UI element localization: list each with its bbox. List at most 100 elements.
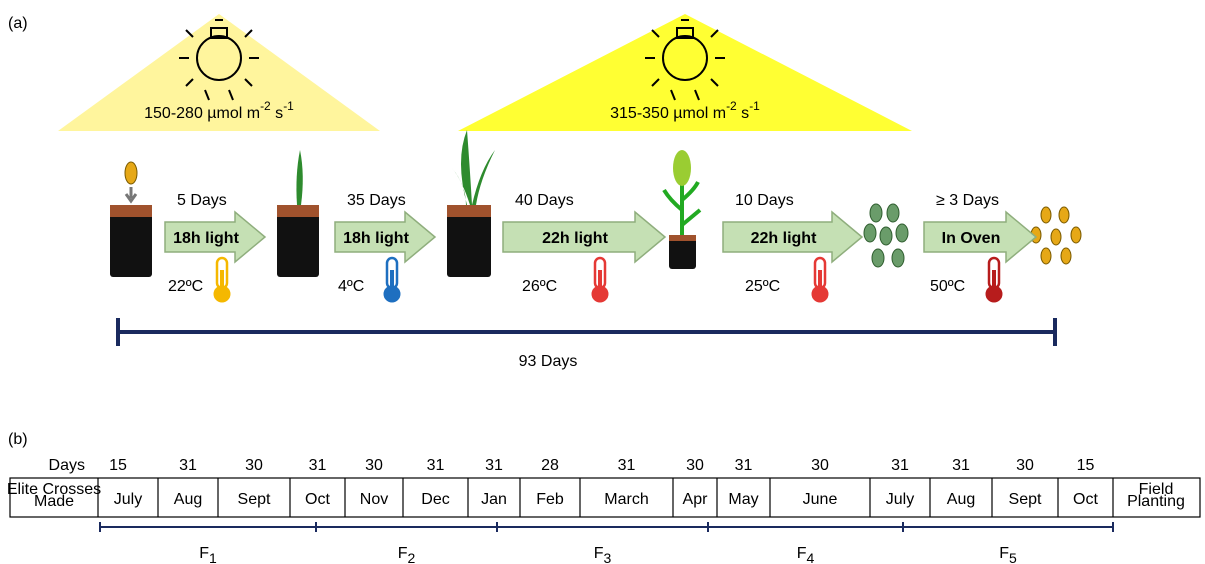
stage-temperature: 26ºC [522,278,557,295]
process-label: 22h light [542,230,608,247]
bulb-glass [196,35,242,81]
stage-temperature: 50ºC [930,278,965,295]
light-intensity: 150-280 µmol m-2 s-1 [144,99,294,122]
generation-sub: 3 [603,550,611,564]
exponent: -1 [283,99,294,113]
generation-name: F [797,545,807,562]
light-cone [58,14,380,131]
wheat-head [673,150,691,186]
day-count: 30 [245,457,263,474]
stage-duration: 10 Days [735,192,794,209]
intensity-text: 150-280 µmol m [144,105,260,122]
stage-duration: 40 Days [515,192,574,209]
thermometer-fill [390,270,394,292]
thermometer-fill [598,270,602,292]
month-cell: July [886,491,914,508]
days-label: Days [49,457,85,474]
dry-seed [1070,226,1082,244]
seed [124,161,138,185]
light-ray [185,29,194,38]
light-ray [228,89,234,101]
generation-name: F [398,545,408,562]
light-bulb [179,19,259,101]
process-label: 18h light [173,230,239,247]
day-count: 31 [735,457,753,474]
generation-sub: 4 [806,550,814,564]
month-cell: Sept [1009,491,1042,508]
generation-sub: 2 [407,550,415,564]
light-ray [651,78,660,87]
plant [452,130,495,205]
day-count: 28 [541,457,559,474]
generation-name: F [594,545,604,562]
timeline-table [9,477,1201,518]
process-arrow [722,210,864,264]
month-cell: Jan [481,491,507,508]
soil [277,205,319,217]
stage-temperature: 25ºC [745,278,780,295]
thermometer-fill [220,270,224,292]
light-intensity: 315-350 µmol m-2 s-1 [610,99,760,122]
green-seed [869,203,883,223]
day-count: 15 [1077,457,1095,474]
light-ray [204,89,210,101]
soil [447,205,491,217]
day-count: 30 [686,457,704,474]
generation-label: F1 [199,545,217,564]
light-ray [185,78,194,87]
seedling [296,150,303,205]
end-cell: Field Planting [1127,481,1185,510]
stage-duration: 35 Days [347,192,406,209]
pot [447,205,491,277]
month-cell: Sept [238,491,271,508]
generation-label: F4 [797,545,815,564]
green-seed [891,248,905,268]
green-seed [863,223,877,243]
month-cell: Feb [536,491,564,508]
generation-label: F3 [594,545,612,564]
generation-sub: 5 [1009,550,1017,564]
light-cone [458,14,912,131]
month-cell: May [728,491,758,508]
generation-name: F [999,545,1009,562]
dry-seed [1040,206,1052,224]
bulb-glass [662,35,708,81]
panel-label: (a) [8,15,28,32]
month-cell: Nov [360,491,388,508]
process-label: 18h light [343,230,409,247]
process-label: 22h light [751,230,817,247]
day-count: 15 [109,457,127,474]
day-count: 31 [952,457,970,474]
green-seed [871,248,885,268]
exponent: -2 [726,99,737,113]
light-bulb [645,19,725,101]
day-count: 30 [1016,457,1034,474]
exponent: -2 [260,99,271,113]
day-count: 31 [485,457,503,474]
stage-temperature: 22ºC [168,278,203,295]
process-arrow [923,210,1038,264]
month-cell: Apr [683,491,709,508]
month-cell: Dec [421,491,449,508]
month-cell: Oct [305,491,330,508]
day-count: 31 [309,457,327,474]
process-label: In Oven [942,230,1001,247]
generation-label: F5 [999,545,1017,564]
panel-label: (b) [8,431,28,448]
dry-seed [1058,206,1070,224]
dry-seed [1060,247,1072,265]
intensity-text: s [271,105,283,122]
green-seed [886,203,900,223]
light-ray [670,89,676,101]
day-count: 31 [618,457,636,474]
light-ray [694,89,700,101]
stage-duration: ≥ 3 Days [936,192,999,209]
process-arrow [334,210,437,264]
thermometer-fill [992,270,996,292]
intensity-text: 315-350 µmol m [610,105,726,122]
bulb-base [676,27,694,39]
day-count: 30 [811,457,829,474]
pot [110,205,152,277]
green-seed [895,223,909,243]
